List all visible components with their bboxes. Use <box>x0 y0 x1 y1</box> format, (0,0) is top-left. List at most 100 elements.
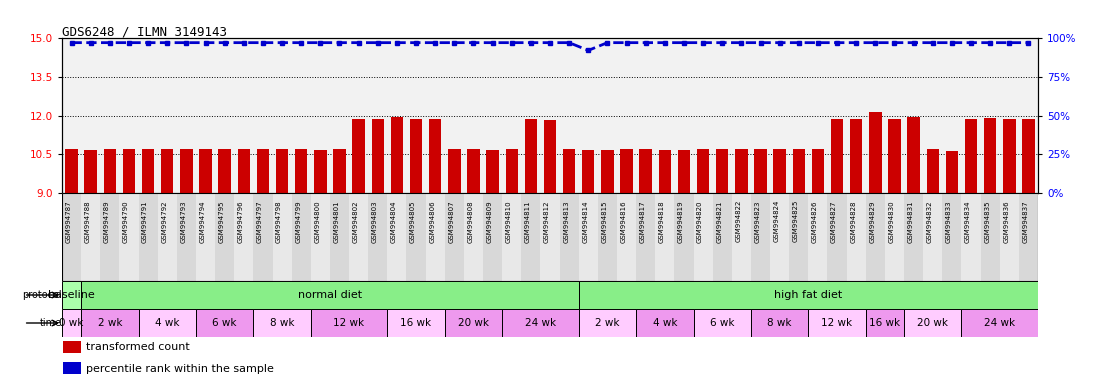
Text: GSM994788: GSM994788 <box>85 200 91 243</box>
Bar <box>602 151 614 193</box>
Text: GSM994804: GSM994804 <box>391 200 396 243</box>
Text: GSM994820: GSM994820 <box>697 200 703 243</box>
Bar <box>904 309 962 337</box>
Bar <box>811 149 825 193</box>
Text: 24 wk: 24 wk <box>525 318 556 328</box>
Text: high fat diet: high fat diet <box>774 290 842 300</box>
Text: GSM994792: GSM994792 <box>161 200 167 243</box>
Text: 6 wk: 6 wk <box>212 318 237 328</box>
Text: GSM994828: GSM994828 <box>850 200 856 243</box>
Text: GSM994796: GSM994796 <box>238 200 244 243</box>
Text: GSM994811: GSM994811 <box>525 200 530 243</box>
Text: GSM994836: GSM994836 <box>1004 200 1009 243</box>
Bar <box>885 193 904 281</box>
Bar <box>981 193 999 281</box>
Bar <box>639 149 652 193</box>
Bar <box>334 149 346 193</box>
Bar <box>142 149 155 193</box>
Bar <box>120 193 138 281</box>
Bar <box>927 149 939 193</box>
Bar <box>406 193 426 281</box>
Bar <box>525 119 537 193</box>
Bar <box>579 309 636 337</box>
Text: GSM994830: GSM994830 <box>888 200 895 243</box>
Bar <box>1004 119 1016 193</box>
Text: percentile rank within the sample: percentile rank within the sample <box>87 364 274 374</box>
Bar <box>773 149 786 193</box>
Bar <box>195 309 254 337</box>
Bar <box>426 193 445 281</box>
Text: GSM994806: GSM994806 <box>429 200 435 243</box>
Text: GSM994827: GSM994827 <box>831 200 837 243</box>
Bar <box>219 149 231 193</box>
Bar <box>793 149 805 193</box>
Bar <box>828 193 847 281</box>
Bar <box>736 149 748 193</box>
Bar <box>731 193 751 281</box>
Bar <box>463 193 483 281</box>
Bar <box>850 119 862 193</box>
Bar <box>888 119 900 193</box>
Text: 4 wk: 4 wk <box>155 318 179 328</box>
Bar <box>540 193 560 281</box>
Bar <box>579 193 597 281</box>
Text: GSM994817: GSM994817 <box>640 200 646 243</box>
Bar <box>445 193 463 281</box>
Bar <box>904 193 923 281</box>
Text: GSM994810: GSM994810 <box>506 200 512 243</box>
Text: 8 wk: 8 wk <box>768 318 792 328</box>
Bar <box>502 309 579 337</box>
Text: GSM994789: GSM994789 <box>104 200 110 243</box>
Text: GSM994807: GSM994807 <box>448 200 455 243</box>
Text: GSM994834: GSM994834 <box>965 200 971 243</box>
Bar <box>1019 193 1038 281</box>
Text: GSM994809: GSM994809 <box>486 200 493 243</box>
Text: GSM994816: GSM994816 <box>620 200 627 243</box>
Bar <box>697 149 709 193</box>
Bar <box>448 149 460 193</box>
Text: GSM994791: GSM994791 <box>142 200 148 243</box>
Bar <box>486 151 498 193</box>
Bar <box>85 151 97 193</box>
Bar <box>923 193 942 281</box>
Text: 16 wk: 16 wk <box>870 318 900 328</box>
Bar <box>677 150 691 193</box>
Text: GSM994814: GSM994814 <box>582 200 589 243</box>
Text: GSM994819: GSM994819 <box>677 200 684 243</box>
Bar <box>620 149 632 193</box>
Bar <box>636 309 694 337</box>
Bar <box>311 309 388 337</box>
Bar <box>81 309 138 337</box>
Bar <box>674 193 694 281</box>
Text: 12 wk: 12 wk <box>821 318 853 328</box>
Bar <box>63 362 80 374</box>
Text: protocol: protocol <box>22 290 61 300</box>
Bar <box>694 193 713 281</box>
Text: 2 wk: 2 wk <box>98 318 122 328</box>
Text: GSM994825: GSM994825 <box>793 200 798 242</box>
Bar <box>870 112 882 193</box>
Bar <box>61 309 81 337</box>
Bar <box>945 151 959 193</box>
Bar <box>388 193 406 281</box>
Bar <box>505 149 518 193</box>
Bar <box>694 309 751 337</box>
Bar <box>81 193 100 281</box>
Bar <box>61 193 81 281</box>
Bar <box>138 193 158 281</box>
Bar <box>1022 119 1034 193</box>
Bar <box>999 193 1019 281</box>
Bar <box>177 193 195 281</box>
Text: GSM994812: GSM994812 <box>544 200 550 243</box>
Bar <box>713 193 731 281</box>
Bar <box>276 149 289 193</box>
Bar <box>560 193 579 281</box>
Bar <box>123 149 135 193</box>
Bar <box>349 193 368 281</box>
Text: 4 wk: 4 wk <box>652 318 677 328</box>
Bar <box>254 309 311 337</box>
Bar <box>907 117 920 193</box>
Bar <box>962 309 1038 337</box>
Text: GDS6248 / ILMN_3149143: GDS6248 / ILMN_3149143 <box>61 25 227 38</box>
Bar <box>716 149 728 193</box>
